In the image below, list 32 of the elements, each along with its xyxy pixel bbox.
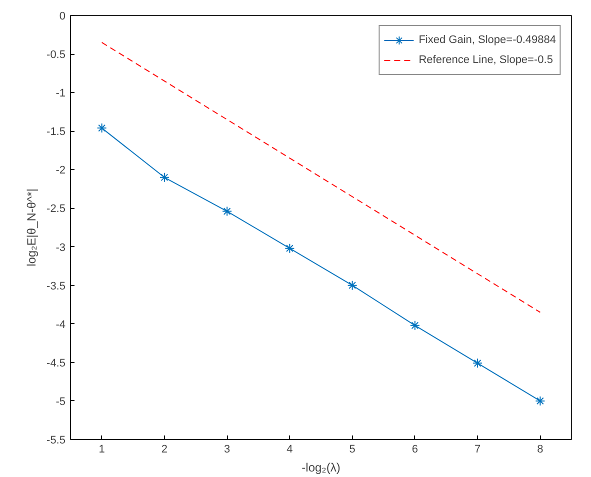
y-tick-label: -3 bbox=[56, 242, 66, 254]
y-tick-label: 0 bbox=[59, 10, 66, 22]
x-tick-label: 7 bbox=[474, 444, 481, 456]
point bbox=[472, 358, 483, 368]
legend-label: Fixed Gain, Slope=-0.49884 bbox=[418, 34, 556, 46]
y-axis-title: log₂E|θ_N-θ^*| bbox=[24, 188, 39, 266]
y-tick-label: -0.5 bbox=[46, 49, 66, 62]
point bbox=[535, 396, 546, 406]
y-tick-label: -4.5 bbox=[46, 357, 66, 370]
x-axis-title: -log₂(λ) bbox=[302, 460, 340, 474]
y-tick-label: -2 bbox=[56, 164, 66, 177]
x-tick-label: 2 bbox=[161, 444, 168, 456]
point bbox=[159, 172, 170, 182]
point bbox=[410, 320, 420, 330]
y-tick-label: -1.5 bbox=[46, 126, 66, 138]
point bbox=[284, 243, 295, 254]
x-tick-label: 3 bbox=[224, 444, 230, 456]
x-tick-label: 8 bbox=[537, 444, 544, 456]
y-tick-label: -1 bbox=[56, 88, 66, 100]
point bbox=[222, 206, 232, 216]
y-tick-label: -5 bbox=[56, 396, 66, 408]
x-tick-label: 4 bbox=[286, 444, 293, 456]
y-tick-label: -3.5 bbox=[46, 280, 66, 292]
x-tick-label: 1 bbox=[98, 444, 105, 456]
y-tick-label: -5.5 bbox=[46, 434, 66, 446]
y-tick-label: -4 bbox=[56, 318, 66, 331]
y-tick-label: -2.5 bbox=[46, 203, 66, 216]
x-tick-label: 6 bbox=[412, 444, 418, 456]
x-tick-label: 5 bbox=[349, 444, 356, 456]
point bbox=[347, 280, 358, 290]
point bbox=[96, 123, 107, 134]
legend-label: Reference Line, Slope=-0.5 bbox=[418, 54, 553, 66]
